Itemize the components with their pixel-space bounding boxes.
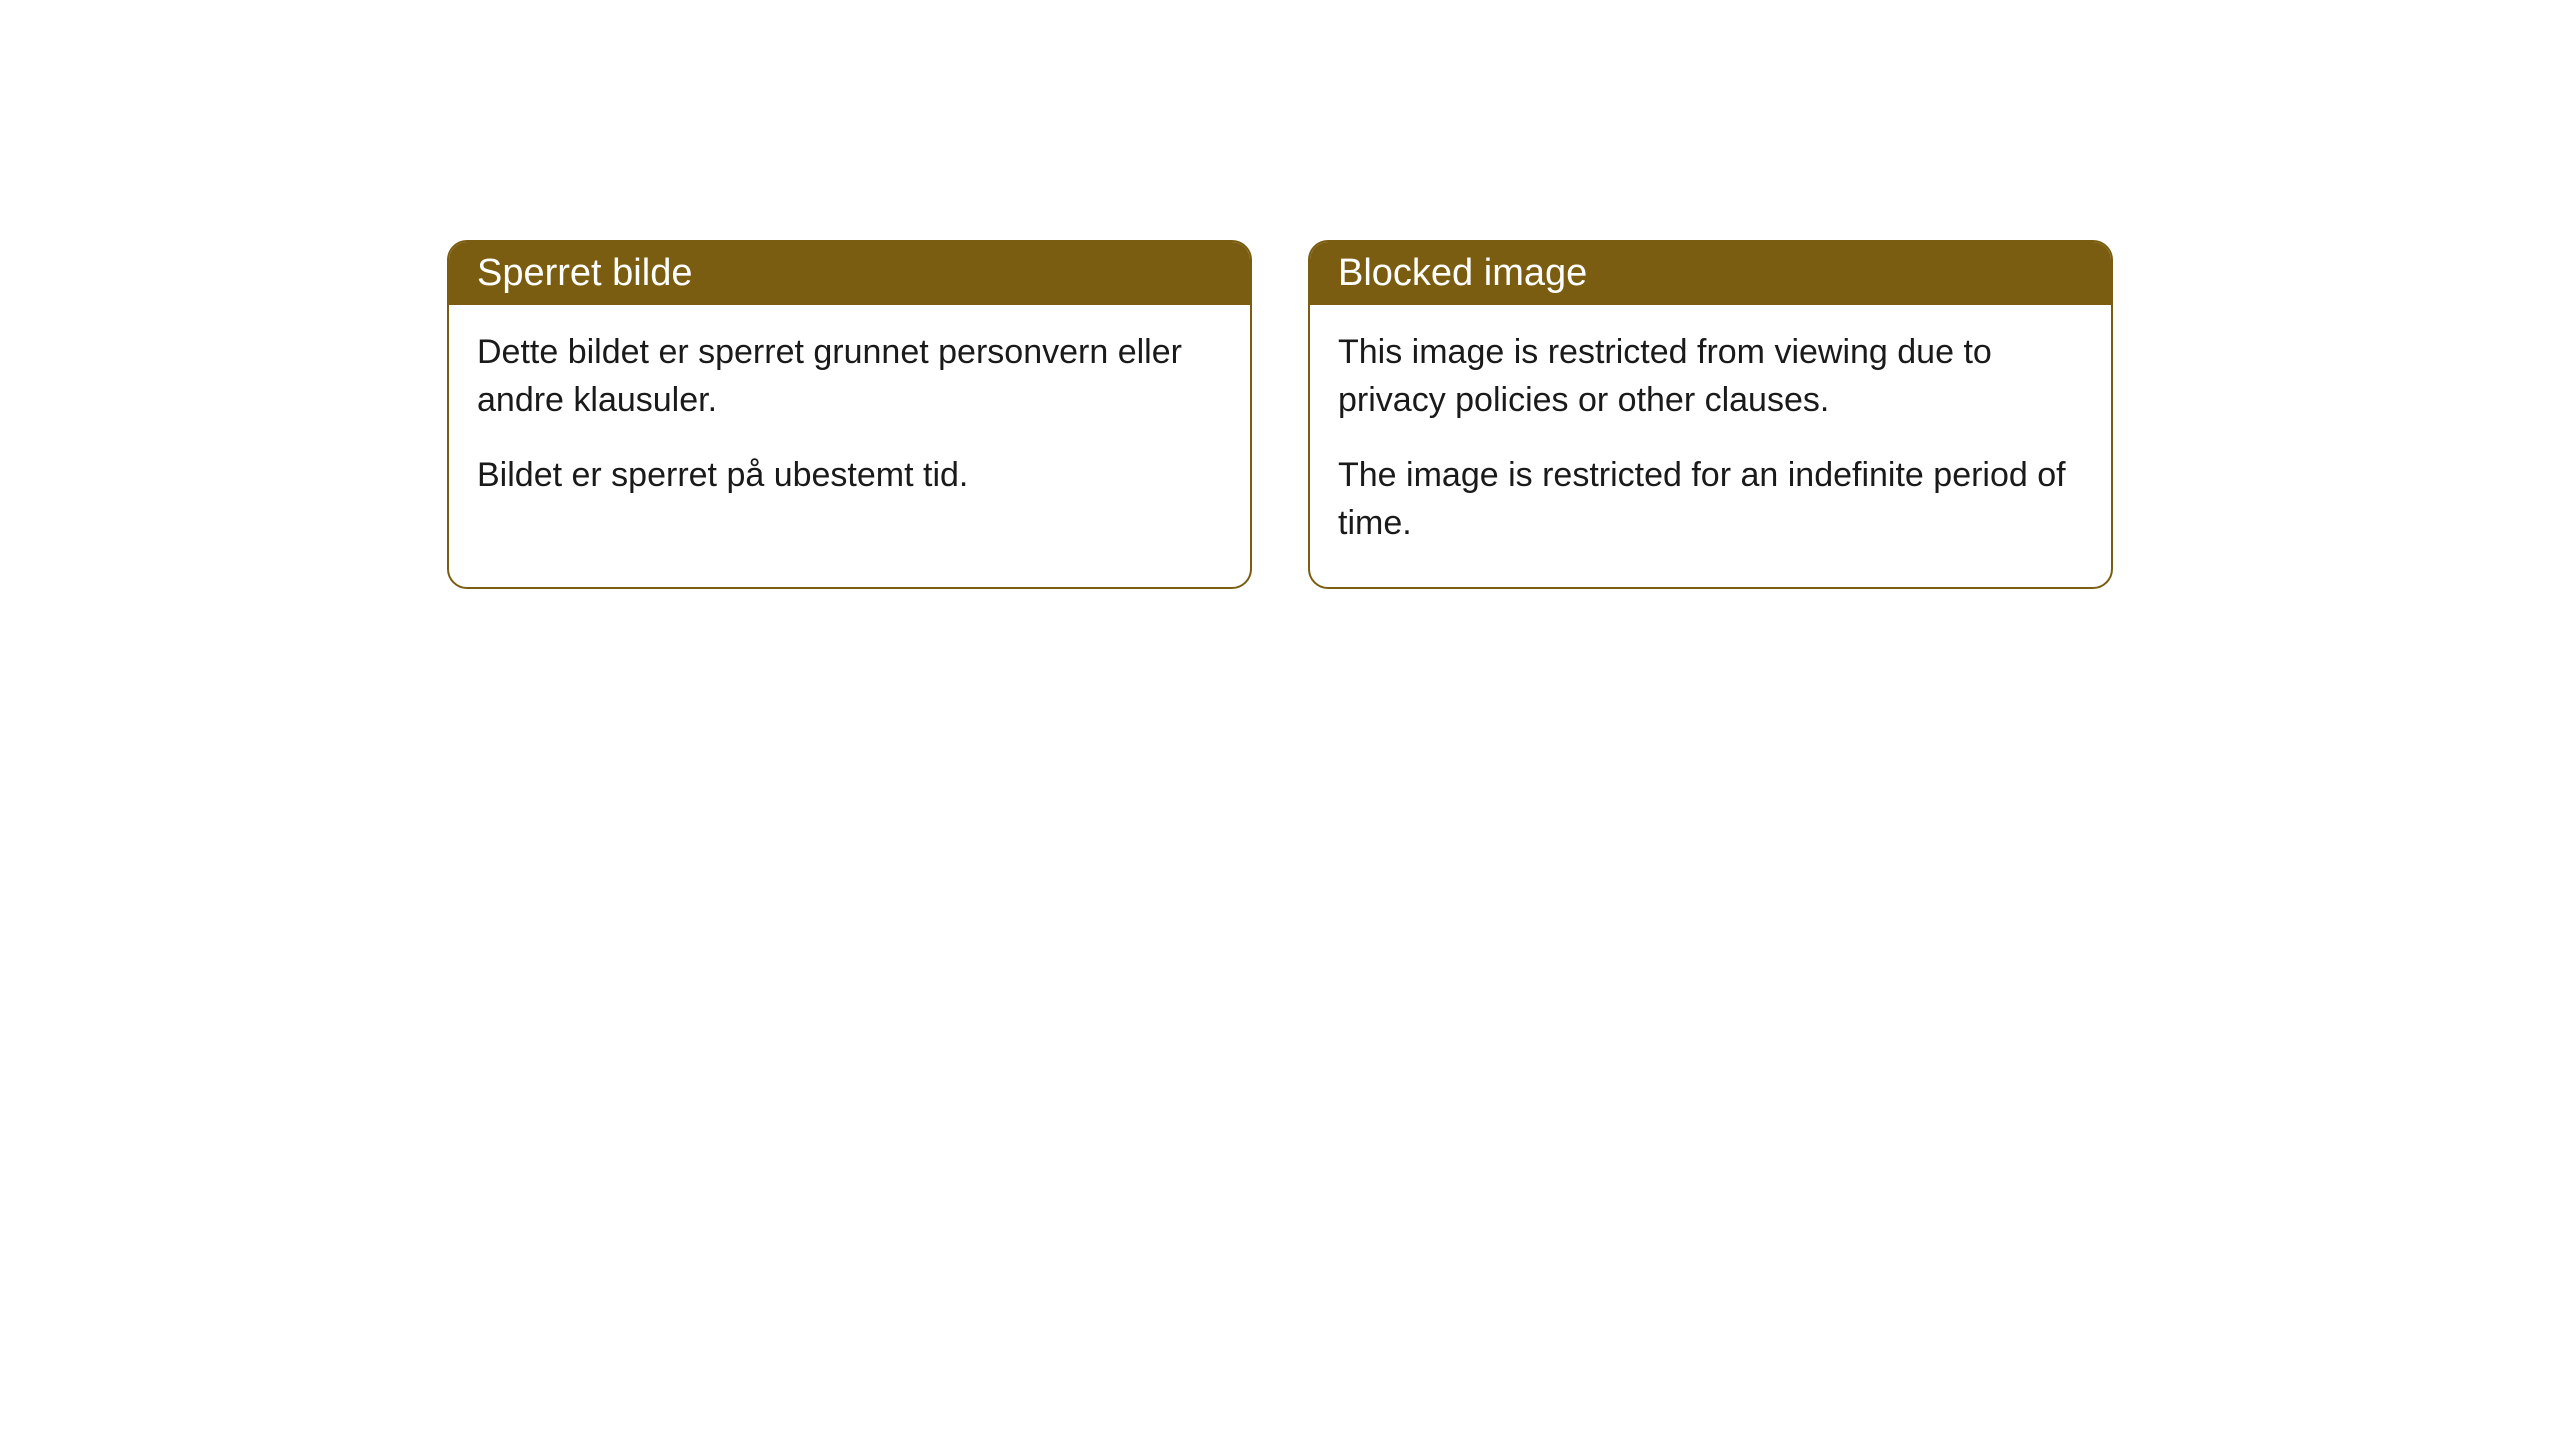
blocked-image-card-norwegian: Sperret bilde Dette bildet er sperret gr… [447,240,1252,589]
card-title: Sperret bilde [477,252,692,294]
card-header: Blocked image [1310,242,2111,305]
card-paragraph-2: The image is restricted for an indefinit… [1338,452,2083,547]
card-title: Blocked image [1338,252,1587,294]
card-paragraph-2: Bildet er sperret på ubestemt tid. [477,452,1222,500]
card-paragraph-1: This image is restricted from viewing du… [1338,329,2083,424]
card-body: Dette bildet er sperret grunnet personve… [449,305,1250,540]
card-paragraph-1: Dette bildet er sperret grunnet personve… [477,329,1222,424]
blocked-image-card-english: Blocked image This image is restricted f… [1308,240,2113,589]
notice-cards-container: Sperret bilde Dette bildet er sperret gr… [0,240,2560,589]
card-header: Sperret bilde [449,242,1250,305]
card-body: This image is restricted from viewing du… [1310,305,2111,587]
